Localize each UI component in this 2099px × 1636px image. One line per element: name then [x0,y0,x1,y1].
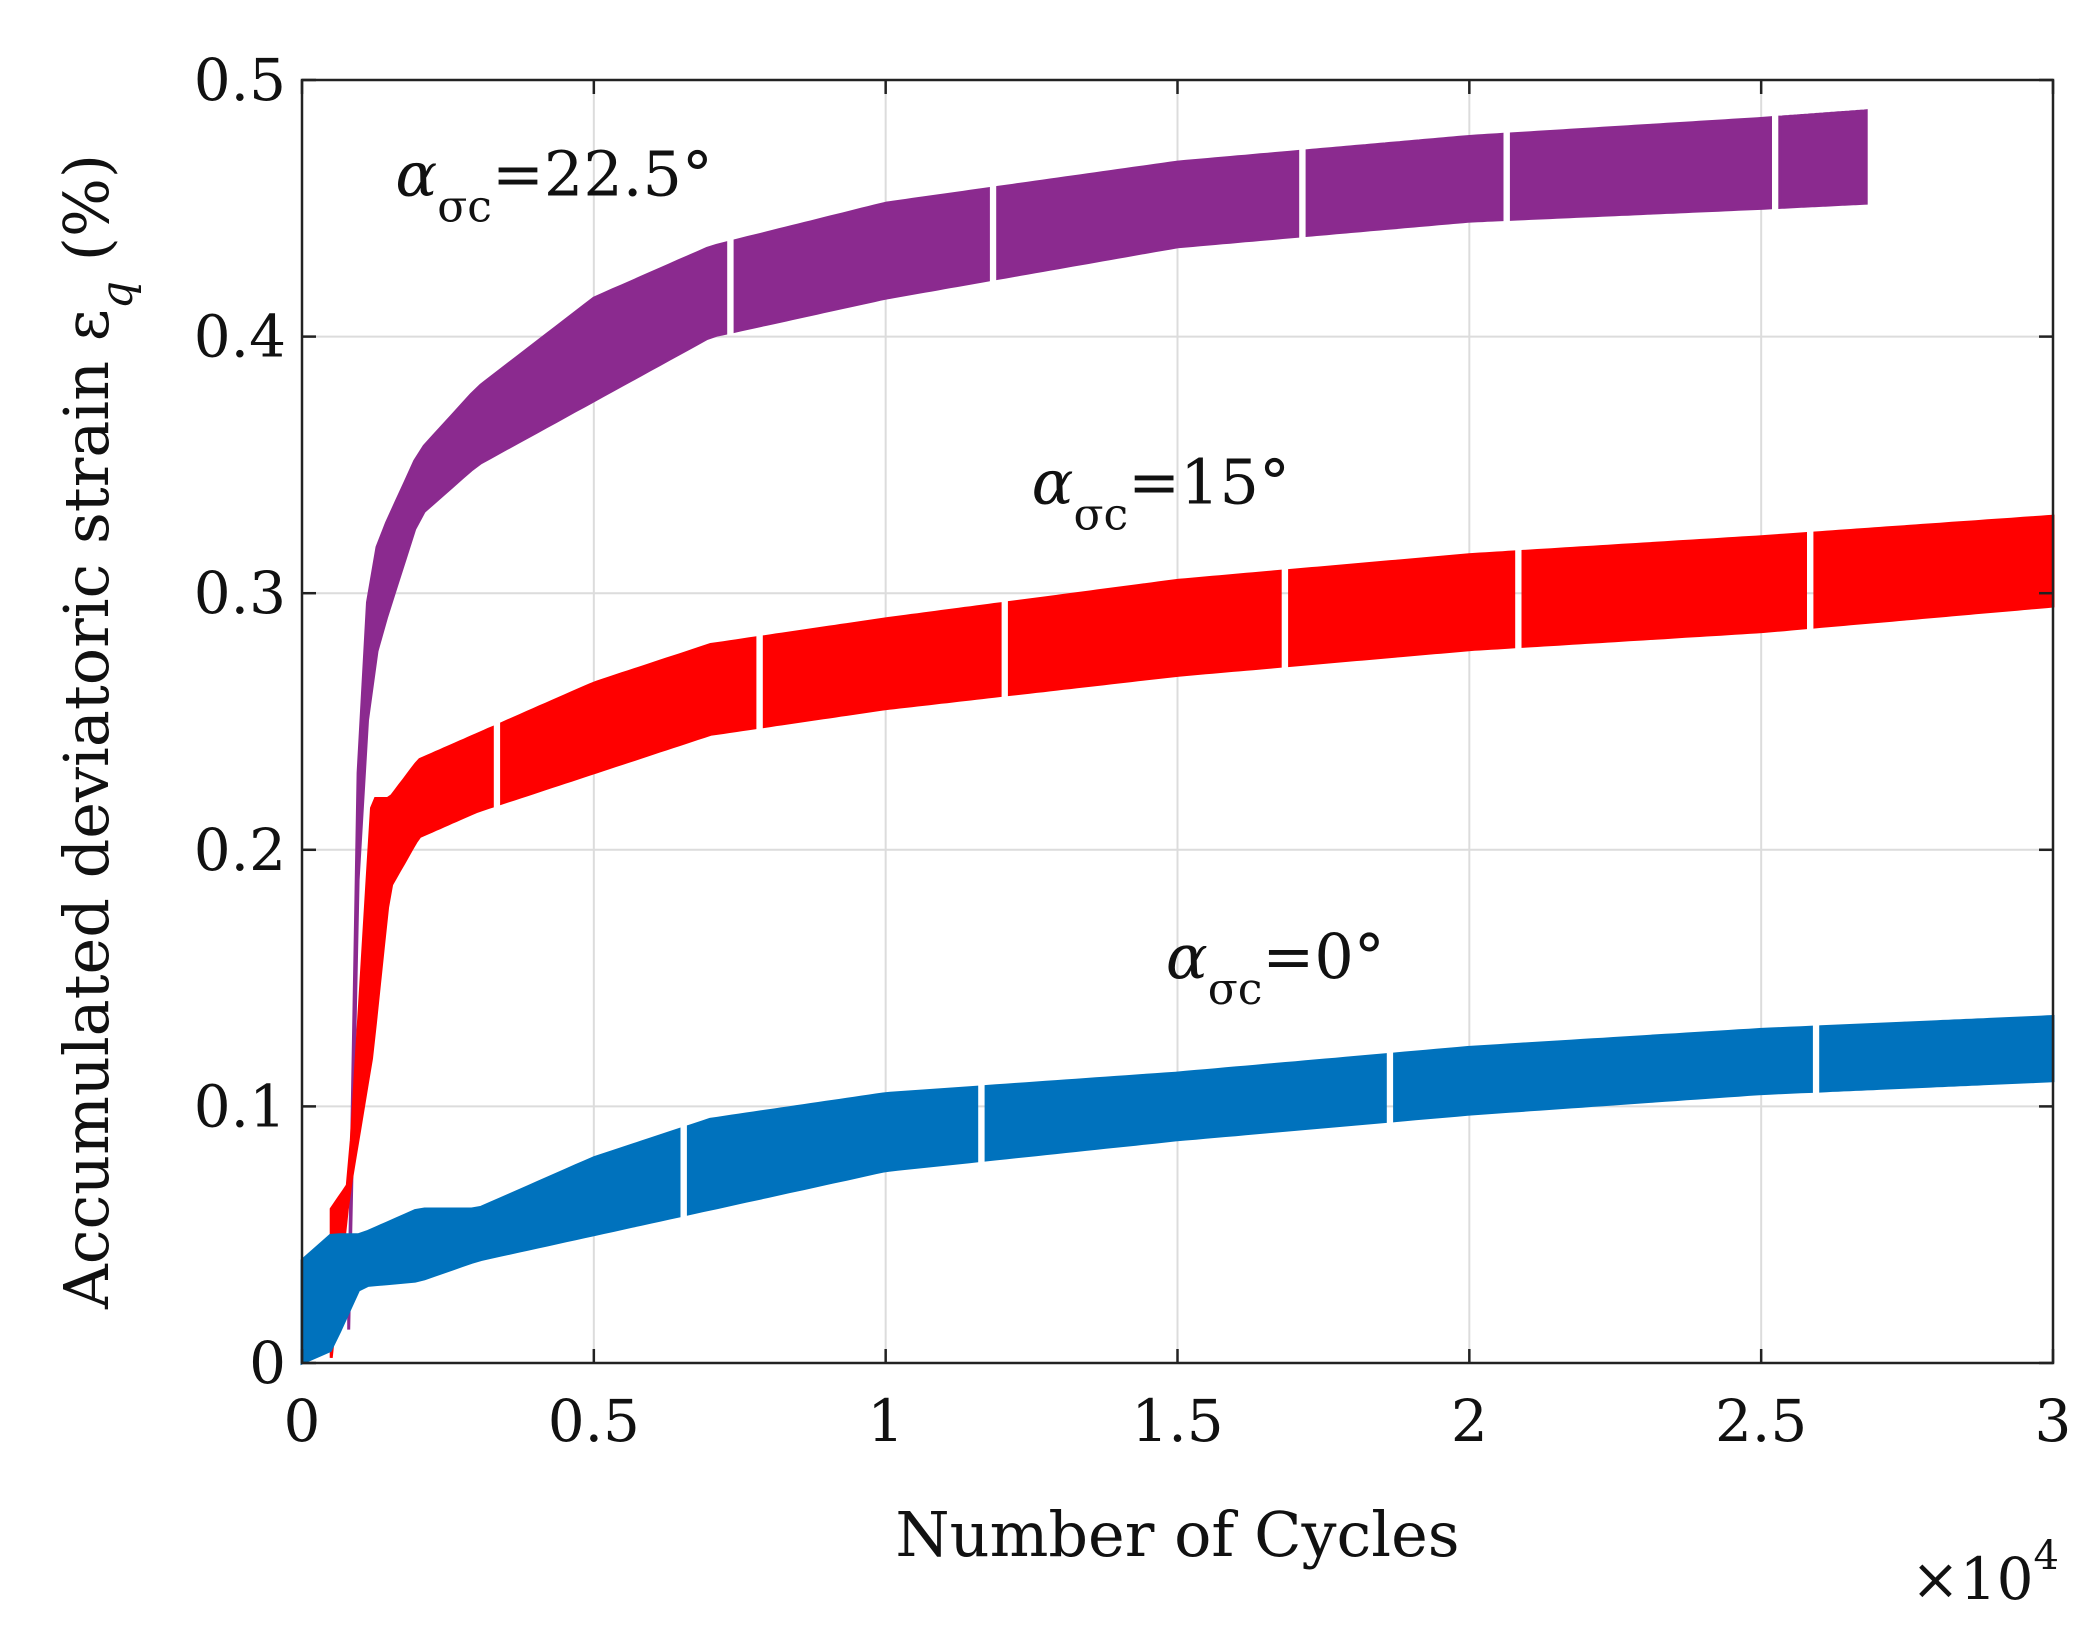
x-tick-label: 3 [2035,1387,2072,1455]
series-label-0: ασc=22.5° [395,137,713,232]
series-band [1007,569,1282,697]
series-band [1521,531,1807,648]
series-band [1819,1015,2055,1093]
y-axis-title: Accumulated deviatoric strain εq (%) [50,154,143,1310]
series-band [347,241,728,1330]
series-band [733,186,990,334]
series-group [300,109,2055,1366]
series-band [1288,550,1516,668]
ticks [300,78,2055,1365]
y-tick-label: 0.2 [194,816,286,884]
y-tick-label: 0.5 [194,46,286,114]
x-tick-label: 2 [1451,1387,1488,1455]
series-band [984,1053,1387,1162]
series-1 [329,514,2055,1359]
series-band [1305,132,1504,238]
series-0 [347,109,1868,1330]
series-band [329,725,494,1359]
x-tick-label: 0.5 [548,1387,640,1455]
x-tick-label: 1 [867,1387,904,1455]
series-band [996,149,1300,281]
x-tick-label: 1.5 [1131,1387,1223,1455]
series-band [1778,109,1868,209]
x-tick-label: 2.5 [1715,1387,1807,1455]
x-tick-label: 0 [284,1387,321,1455]
series-band [1393,1025,1813,1123]
series-band [500,636,757,806]
y-tick-label: 0.4 [194,303,286,371]
y-tick-label: 0.3 [194,559,286,627]
series-band [686,1085,979,1216]
x-axis-title: Number of Cycles [895,1498,1459,1571]
series-band [1509,116,1772,221]
series-band [1813,514,2055,629]
x-multiplier: ×104 [1911,1533,2059,1613]
y-tick-label: 0 [249,1329,286,1397]
y-tick-label: 0.1 [194,1072,286,1140]
series-label-2: ασc=0° [1166,920,1385,1015]
series-band [762,602,1002,729]
series-2 [300,1015,2055,1366]
series-label-1: ασc=15° [1032,445,1290,540]
series-band [300,1127,681,1366]
